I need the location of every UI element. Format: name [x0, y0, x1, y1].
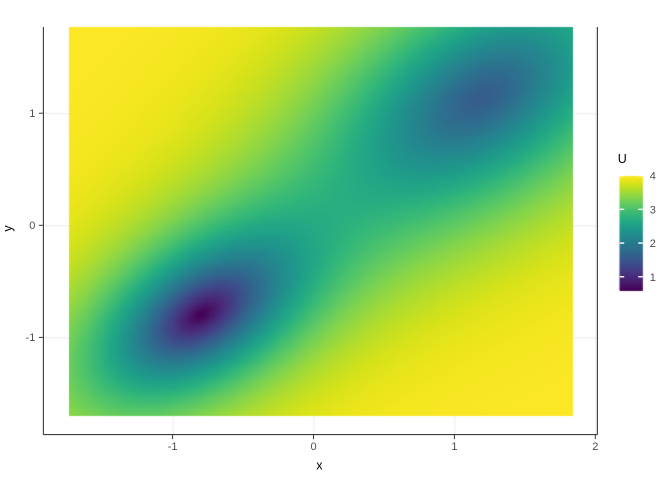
svg-text:1: 1	[650, 272, 656, 284]
svg-text:-1: -1	[26, 332, 36, 344]
svg-text:U: U	[618, 152, 627, 166]
svg-text:2: 2	[650, 238, 656, 250]
svg-text:2: 2	[592, 441, 598, 453]
svg-text:x: x	[316, 459, 323, 473]
svg-text:-1: -1	[168, 441, 178, 453]
svg-text:0: 0	[29, 220, 35, 232]
svg-text:1: 1	[29, 108, 35, 120]
svg-text:0: 0	[310, 441, 316, 453]
svg-text:3: 3	[650, 204, 656, 216]
svg-text:1: 1	[451, 441, 457, 453]
svg-text:y: y	[1, 225, 15, 232]
svg-text:4: 4	[650, 171, 656, 183]
